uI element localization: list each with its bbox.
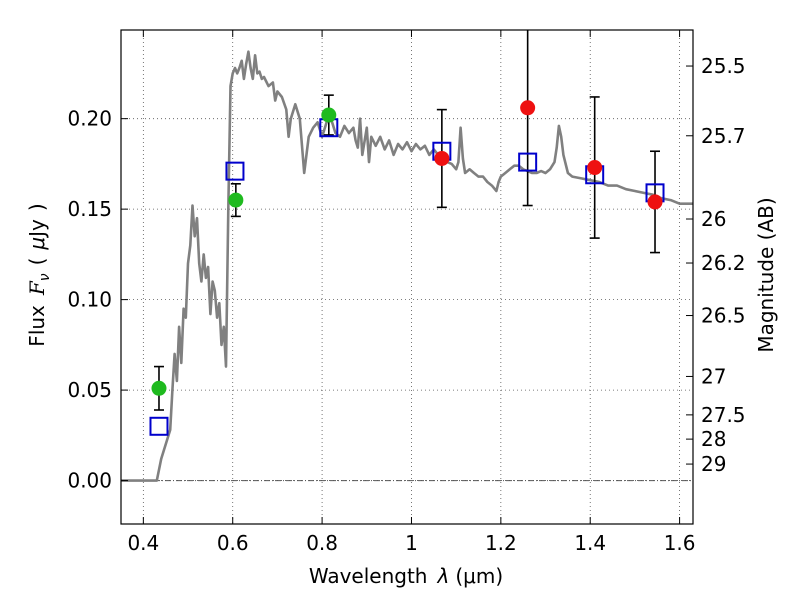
observed-flux-point <box>587 160 603 176</box>
y-axis-title-unit: Jy <box>25 219 49 239</box>
x-tick-label: 0.8 <box>306 531 338 555</box>
y-axis-title-mu: μ <box>25 237 49 251</box>
x-tick-label: 0.6 <box>217 531 249 555</box>
x-axis-title-unit: (μm) <box>455 564 503 588</box>
y-axis-title: Flux Fν ( μJy) <box>25 203 53 346</box>
magnitude-tick-label: 27.5 <box>701 403 746 427</box>
observed-flux-point <box>321 107 337 123</box>
marker-layer <box>149 100 665 436</box>
magnitude-tick-label: 27 <box>701 364 726 388</box>
x-tick-label: 1.6 <box>664 531 696 555</box>
observed-flux-point <box>520 100 536 116</box>
magnitude-tick-label: 26.5 <box>701 304 746 328</box>
observed-flux-point <box>434 150 450 166</box>
observed-flux-point <box>151 380 167 396</box>
model-flux-square <box>518 152 538 172</box>
observed-flux-point <box>647 194 663 210</box>
y-tick-label: 0.05 <box>67 378 112 402</box>
axis-ticks: 0.4 0.6 0.8 1 1.2 1.4 1.6 0.00 0.05 0.10 0.15 0.20 2… <box>67 30 746 555</box>
y-axis-title-prefix: Flux <box>25 305 49 347</box>
y-tick-label: 0.20 <box>67 107 112 131</box>
magnitude-tick-label: 25.7 <box>701 124 746 148</box>
y-tick-label: 0.00 <box>67 469 112 493</box>
model-flux-square <box>149 416 169 436</box>
magnitude-tick-label: 28 <box>701 427 726 451</box>
y-axis-title-paren-open: ( <box>25 258 49 266</box>
magnitude-tick-label: 29 <box>701 452 726 476</box>
y2-axis-title: Magnitude (AB) <box>754 197 778 352</box>
plot-area-frame <box>120 29 694 525</box>
x-axis-title-prefix: Wavelength <box>309 564 428 588</box>
magnitude-tick-label: 26 <box>701 207 726 231</box>
x-tick-label: 0.4 <box>127 531 159 555</box>
x-axis-title: Wavelength λ (μm) <box>309 564 503 588</box>
x-tick-label: 1.4 <box>574 531 606 555</box>
magnitude-tick-label: 25.5 <box>701 54 746 78</box>
x-tick-label: 1 <box>405 531 418 555</box>
magnitude-tick-label: 26.2 <box>701 251 746 275</box>
y-axis-title-paren-close: ) <box>25 203 49 211</box>
x-tick-label: 1.2 <box>485 531 517 555</box>
y-tick-label: 0.15 <box>67 197 112 221</box>
y-axis-title-symbol: F <box>25 280 49 296</box>
y-axis-title-subscript: ν <box>37 273 53 281</box>
y-tick-label: 0.10 <box>67 288 112 312</box>
sed-template-layer <box>121 50 693 482</box>
model-flux-square <box>225 161 245 181</box>
sed-template-line <box>121 50 693 482</box>
x-axis-title-symbol: λ <box>437 564 450 588</box>
observed-flux-point <box>228 192 244 208</box>
